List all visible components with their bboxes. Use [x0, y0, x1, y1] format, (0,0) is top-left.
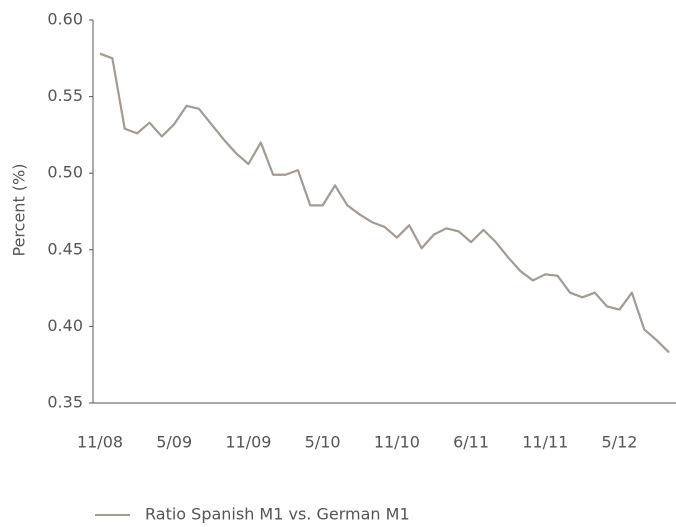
x-tick-label: 11/11 [522, 433, 568, 452]
y-tick-label: 0.40 [47, 316, 83, 335]
line-series [99, 52, 670, 354]
x-tick-label: 5/10 [305, 433, 341, 452]
y-tick-label: 0.50 [47, 163, 83, 182]
x-tick-label: 11/09 [225, 433, 271, 452]
y-tick-label: 0.60 [47, 10, 83, 29]
y-axis-label: Percent (%) [10, 164, 29, 257]
legend-label: Ratio Spanish M1 vs. German M1 [145, 505, 410, 524]
y-tick-label: 0.45 [47, 239, 83, 258]
x-tick-label: 11/10 [374, 433, 420, 452]
x-tick-label: 5/12 [602, 433, 638, 452]
x-tick-label: 11/08 [77, 433, 123, 452]
y-tick-label: 0.35 [47, 393, 83, 412]
x-tick-label: 5/09 [156, 433, 192, 452]
x-tick-label: 6/11 [453, 433, 489, 452]
y-tick-label: 0.55 [47, 86, 83, 105]
